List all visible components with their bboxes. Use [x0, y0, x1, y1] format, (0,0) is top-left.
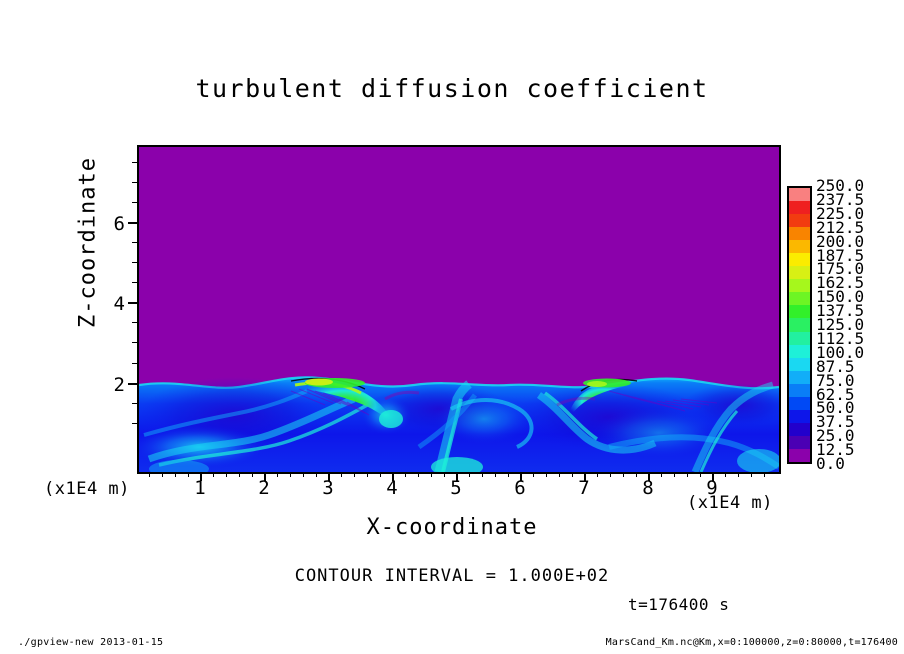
- time-stamp: t=176400 s: [628, 595, 729, 614]
- colorbar-band: [789, 227, 810, 240]
- x-tick-label: 6: [500, 477, 540, 499]
- page-title: turbulent diffusion coefficient: [0, 74, 904, 103]
- colorbar-band: [789, 410, 810, 423]
- colorbar-band: [789, 253, 810, 266]
- x-tick-label: 2: [244, 477, 284, 499]
- colorbar-band: [789, 318, 810, 331]
- colorbar-tick-label: 250.0: [816, 178, 864, 194]
- colorbar-band: [789, 423, 810, 436]
- colorbar-band: [789, 201, 810, 214]
- colorbar-band: [789, 371, 810, 384]
- y-axis-label: Z-coordinate: [76, 143, 101, 343]
- footer-command: ./gpview-new 2013-01-15: [18, 637, 163, 648]
- colorbar-band: [789, 345, 810, 358]
- colorbar-labels: 0.012.525.037.550.062.575.087.5100.0112.…: [816, 178, 896, 468]
- colorbar-band: [789, 279, 810, 292]
- colorbar-band: [789, 266, 810, 279]
- colorbar-band: [789, 292, 810, 305]
- colorbar-band: [789, 332, 810, 345]
- colorbar-band: [789, 240, 810, 253]
- footer-dataset: MarsCand_Km.nc@Km,x=0:100000,z=0:80000,t…: [606, 637, 898, 648]
- colorbar-band: [789, 449, 810, 462]
- plot-area: [137, 145, 781, 474]
- y-tick-label: 2: [95, 374, 125, 396]
- colorbar-band: [789, 358, 810, 371]
- x-tick-label: 1: [180, 477, 220, 499]
- heatmap-field: [139, 147, 779, 472]
- colorbar-band: [789, 305, 810, 318]
- colorbar-band: [789, 397, 810, 410]
- colorbar-band: [789, 214, 810, 227]
- x-tick-label: 3: [308, 477, 348, 499]
- colorbar-band: [789, 384, 810, 397]
- contour-interval-note: CONTOUR INTERVAL = 1.000E+02: [0, 566, 904, 586]
- x-axis-unit: (x1E4 m): [687, 493, 773, 513]
- x-tick-label: 8: [628, 477, 668, 499]
- x-tick-label: 5: [436, 477, 476, 499]
- colorbar-band: [789, 436, 810, 449]
- y-axis-unit: (x1E4 m): [44, 479, 130, 499]
- colorbar: [787, 186, 812, 464]
- colorbar-band: [789, 188, 810, 201]
- x-axis-label: X-coordinate: [0, 515, 904, 540]
- x-tick-label: 4: [372, 477, 412, 499]
- x-tick-label: 7: [564, 477, 604, 499]
